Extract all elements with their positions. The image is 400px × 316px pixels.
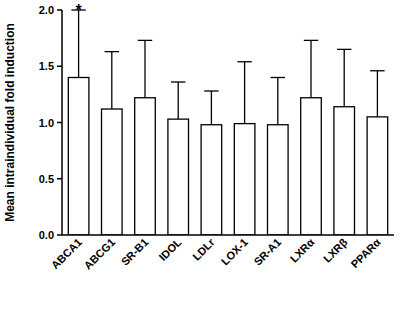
- y-tick-label: 1.0: [39, 117, 54, 129]
- error-cap: [237, 61, 251, 62]
- y-tick-label: 2.0: [39, 4, 54, 16]
- x-tick-label: ABCG1: [81, 236, 117, 272]
- bar: [135, 98, 156, 235]
- x-tick-label: LXRβ: [321, 236, 350, 265]
- y-tick-label: 0.5: [39, 173, 54, 185]
- error-bar: [377, 71, 378, 117]
- error-cap: [370, 70, 384, 71]
- error-bar: [178, 82, 179, 119]
- error-cap: [304, 40, 318, 41]
- y-axis: [61, 10, 63, 235]
- y-tick-label: 1.5: [39, 60, 54, 72]
- error-cap: [105, 51, 119, 52]
- bar: [301, 98, 322, 235]
- bar: [201, 125, 222, 235]
- x-tick-label: LDLr: [190, 235, 217, 262]
- error-cap: [171, 81, 185, 82]
- chart-svg: 0.0 0.5 1.0 1.5 2.0 ABCA1ABCG1SR-B1IDOLLDLrLO…: [0, 0, 400, 316]
- bar: [234, 124, 255, 235]
- error-bar: [144, 40, 145, 97]
- y-axis-label: Mean intraindividual fold induction: [3, 23, 17, 222]
- x-tick-label: LOX-1: [219, 236, 250, 267]
- x-axis: [62, 234, 394, 236]
- bar: [367, 117, 388, 235]
- error-cap: [271, 77, 285, 78]
- x-tick-label: IDOL: [157, 236, 184, 263]
- x-tick-label: ABCA1: [49, 236, 84, 271]
- y-tick-label: 0.0: [39, 229, 54, 241]
- error-cap: [204, 90, 218, 91]
- bar: [168, 119, 189, 235]
- bar: [268, 125, 289, 235]
- error-bar: [244, 62, 245, 124]
- error-bar: [111, 52, 112, 109]
- x-tick-label: PPARα: [349, 236, 383, 270]
- error-cap: [337, 49, 351, 50]
- x-tick-label: LXRα: [288, 236, 317, 265]
- error-cap: [138, 40, 152, 41]
- bar: [102, 109, 123, 235]
- annotation: *: [75, 2, 82, 19]
- bar: [334, 107, 355, 235]
- x-tick-label: SR-B1: [119, 236, 151, 268]
- error-bar: [344, 49, 345, 106]
- chart-container: 0.0 0.5 1.0 1.5 2.0 ABCA1ABCG1SR-B1IDOLLDLrLO…: [0, 0, 400, 316]
- bars: [68, 10, 387, 235]
- bar: [68, 78, 89, 236]
- error-bar: [310, 40, 311, 97]
- x-tick-label: SR-A1: [251, 236, 283, 268]
- error-bar: [277, 78, 278, 125]
- error-bar: [78, 10, 79, 78]
- error-bar: [211, 91, 212, 125]
